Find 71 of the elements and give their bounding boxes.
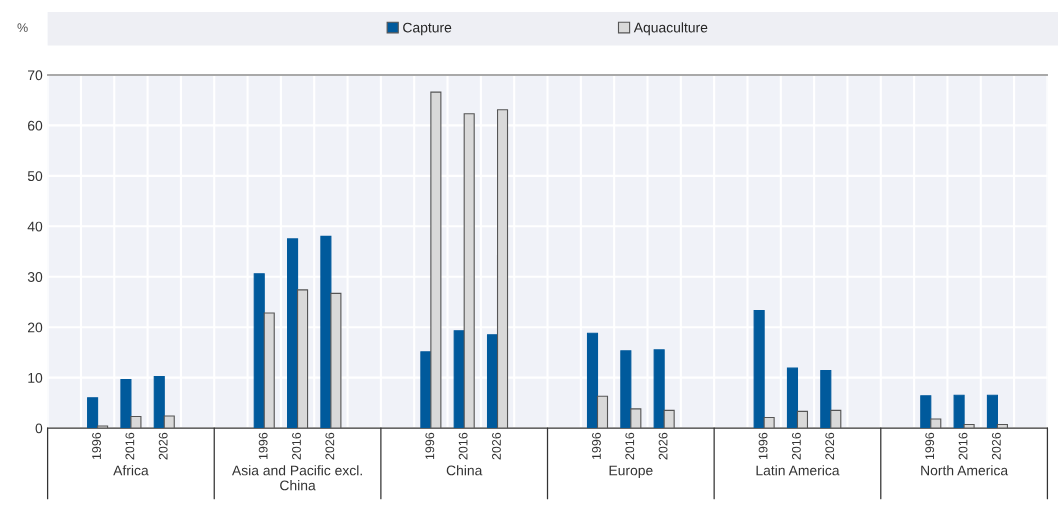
bar: [163, 415, 175, 429]
x-tick-label: 2016: [791, 432, 801, 460]
x-tick-label: 2016: [458, 432, 468, 460]
x-tick-label: 2026: [158, 432, 168, 460]
bar: [97, 425, 109, 429]
bar: [330, 292, 342, 429]
x-tick-label: 1996: [592, 432, 601, 460]
bar: [486, 334, 499, 429]
x-tick-label: 2016: [125, 432, 135, 460]
x-tick-label: 2026: [492, 432, 501, 460]
bar: [320, 235, 332, 429]
x-tick-label: 1996: [92, 432, 101, 460]
bar: [653, 349, 665, 429]
bar: [253, 273, 265, 429]
bar: [820, 370, 832, 429]
y-tick-label: 60: [28, 120, 43, 131]
text: China: [446, 465, 483, 476]
legend-label: Capture: [403, 22, 452, 36]
bar: [753, 309, 765, 429]
bar: [763, 416, 775, 429]
text: Africa: [113, 465, 149, 476]
bar: [830, 409, 842, 429]
x-tick-label: 2026: [991, 432, 1001, 460]
bar: [297, 289, 309, 429]
x-tick-label: 2026: [658, 432, 668, 460]
y-axis-title: %: [17, 23, 28, 33]
bar: [596, 395, 609, 429]
bar: [930, 418, 942, 429]
bar: [430, 91, 442, 429]
bar: [463, 113, 475, 429]
x-tick-label: 2026: [325, 432, 335, 460]
text: Asia and Pacific excl. China: [231, 465, 362, 491]
bar: [963, 423, 975, 429]
bar: [87, 397, 99, 429]
bar: [620, 350, 632, 429]
x-tick-label: 1996: [258, 432, 268, 460]
bar: [130, 415, 142, 429]
bar: [996, 423, 1008, 429]
text: North America: [921, 465, 1009, 476]
bar: [263, 312, 275, 429]
y-tick-label: 30: [27, 272, 43, 282]
y-tick-label: 40: [27, 221, 43, 232]
bar: [287, 238, 299, 429]
bar: [420, 351, 432, 429]
y-tick-label: 50: [27, 171, 43, 182]
y-tick-label: 0: [35, 423, 43, 434]
x-tick-label: 1996: [925, 432, 935, 460]
bar: [453, 330, 465, 429]
bar: [153, 376, 165, 429]
bar: [120, 379, 132, 429]
bar: [786, 367, 799, 429]
x-tick-label: 1996: [758, 432, 768, 460]
bar: [496, 109, 509, 429]
x-tick-label: 2016: [625, 432, 635, 460]
x-tick-label: 2026: [825, 432, 835, 460]
y-tick-label: 10: [28, 372, 43, 383]
bar: [796, 410, 809, 429]
bar: [920, 395, 932, 429]
x-tick-label: 2016: [292, 432, 301, 460]
x-tick-label: 1996: [425, 432, 435, 460]
x-tick-label: 2016: [958, 432, 968, 460]
text: Europe: [609, 465, 653, 479]
y-tick-label: 70: [28, 70, 43, 81]
bar: [663, 409, 675, 429]
bar: [953, 394, 965, 429]
bar: [986, 394, 998, 429]
legend-label: Aquaculture: [633, 22, 708, 36]
bar: [630, 408, 642, 429]
text: Latin America: [756, 465, 840, 476]
bar: [586, 332, 599, 429]
y-tick-label: 20: [28, 322, 43, 333]
